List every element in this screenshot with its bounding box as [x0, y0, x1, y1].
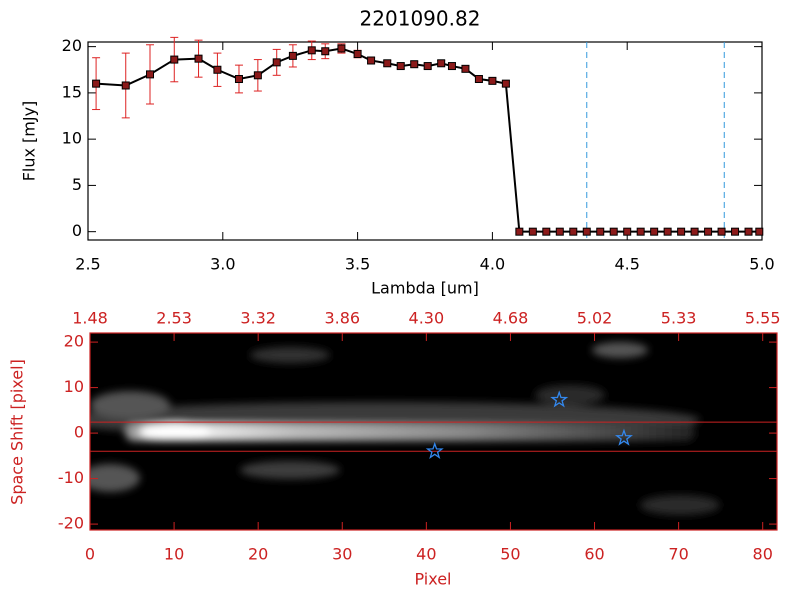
- data-point: [423, 62, 432, 71]
- plot-frame: [89, 332, 778, 531]
- data-point: [582, 227, 591, 236]
- y-tick-label: 20: [64, 332, 84, 351]
- star-marker: [550, 390, 569, 408]
- y-axis-label: Flux [mJy]: [20, 101, 39, 182]
- y-tick-label: -20: [58, 514, 84, 533]
- y-tick-label: 20: [62, 36, 82, 55]
- x2-tick-label: 1.48: [72, 309, 108, 328]
- data-point: [555, 227, 564, 236]
- data-point: [307, 46, 316, 55]
- data-point: [623, 227, 632, 236]
- x-tick-label: 60: [584, 545, 604, 564]
- x-tick-label: 4.0: [480, 255, 505, 274]
- data-point: [288, 51, 297, 60]
- x2-tick-label: 5.55: [745, 309, 781, 328]
- data-point: [609, 227, 618, 236]
- x-tick-label: 4.5: [614, 255, 639, 274]
- x-tick-label: 0: [85, 545, 95, 564]
- data-point: [636, 227, 645, 236]
- x-tick-label: 80: [753, 545, 773, 564]
- x-tick-label: 40: [416, 545, 436, 564]
- data-point: [474, 75, 483, 84]
- y-tick-label: 10: [62, 129, 82, 148]
- spectrum-image: [90, 333, 777, 530]
- data-point: [677, 227, 686, 236]
- data-point: [353, 50, 362, 59]
- x-tick-label: 20: [248, 545, 268, 564]
- data-point: [437, 59, 446, 68]
- x2-tick-label: 4.68: [493, 309, 529, 328]
- data-point: [596, 227, 605, 236]
- y-axis-label: Space Shift [pixel]: [8, 359, 27, 505]
- data-point: [731, 227, 740, 236]
- plot-frame: [87, 41, 763, 241]
- data-point: [410, 60, 419, 69]
- data-point: [744, 227, 753, 236]
- data-point: [528, 227, 537, 236]
- data-line: [96, 47, 760, 233]
- data-point: [542, 227, 551, 236]
- x-axis-label: Lambda [um]: [371, 279, 479, 298]
- x-tick-label: 3.0: [210, 255, 235, 274]
- data-point: [515, 227, 524, 236]
- data-point: [337, 44, 346, 53]
- x2-tick-label: 2.53: [156, 309, 192, 328]
- x2-tick-label: 5.33: [661, 309, 697, 328]
- data-point: [272, 58, 281, 67]
- data-point: [488, 76, 497, 85]
- x-axis-label: Pixel: [414, 570, 451, 589]
- x-tick-label: 5.0: [749, 255, 774, 274]
- data-point: [501, 79, 510, 88]
- data-point: [461, 64, 470, 73]
- data-point: [194, 54, 203, 63]
- data-point: [367, 56, 376, 65]
- star-marker: [614, 428, 633, 446]
- data-point: [569, 227, 578, 236]
- data-point: [146, 70, 155, 79]
- y-tick-label: 0: [74, 423, 84, 442]
- y-tick-label: -10: [58, 468, 84, 487]
- data-point: [650, 227, 659, 236]
- data-point: [447, 62, 456, 71]
- y-tick-label: 10: [64, 377, 84, 396]
- data-point: [213, 65, 222, 74]
- data-point: [121, 81, 130, 90]
- x2-tick-label: 5.02: [577, 309, 613, 328]
- x-tick-label: 3.5: [345, 255, 370, 274]
- x2-tick-label: 3.32: [240, 309, 276, 328]
- x-tick-label: 10: [164, 545, 184, 564]
- data-point: [690, 227, 699, 236]
- x2-tick-label: 4.30: [409, 309, 445, 328]
- x-tick-label: 70: [668, 545, 688, 564]
- data-point: [92, 79, 101, 88]
- data-point: [396, 62, 405, 71]
- x-tick-label: 2.5: [75, 255, 100, 274]
- data-point: [755, 227, 764, 236]
- data-point: [663, 227, 672, 236]
- y-tick-label: 15: [62, 82, 82, 101]
- data-point: [717, 227, 726, 236]
- y-tick-label: 5: [72, 175, 82, 194]
- x-tick-label: 50: [500, 545, 520, 564]
- data-point: [234, 75, 243, 84]
- data-point: [170, 55, 179, 64]
- star-marker: [425, 441, 444, 459]
- chart-title: 2201090.82: [360, 7, 481, 31]
- x2-tick-label: 3.86: [324, 309, 360, 328]
- data-point: [383, 59, 392, 68]
- data-point: [704, 227, 713, 236]
- y-tick-label: 0: [72, 221, 82, 240]
- x-tick-label: 30: [332, 545, 352, 564]
- data-point: [253, 71, 262, 80]
- data-point: [321, 47, 330, 56]
